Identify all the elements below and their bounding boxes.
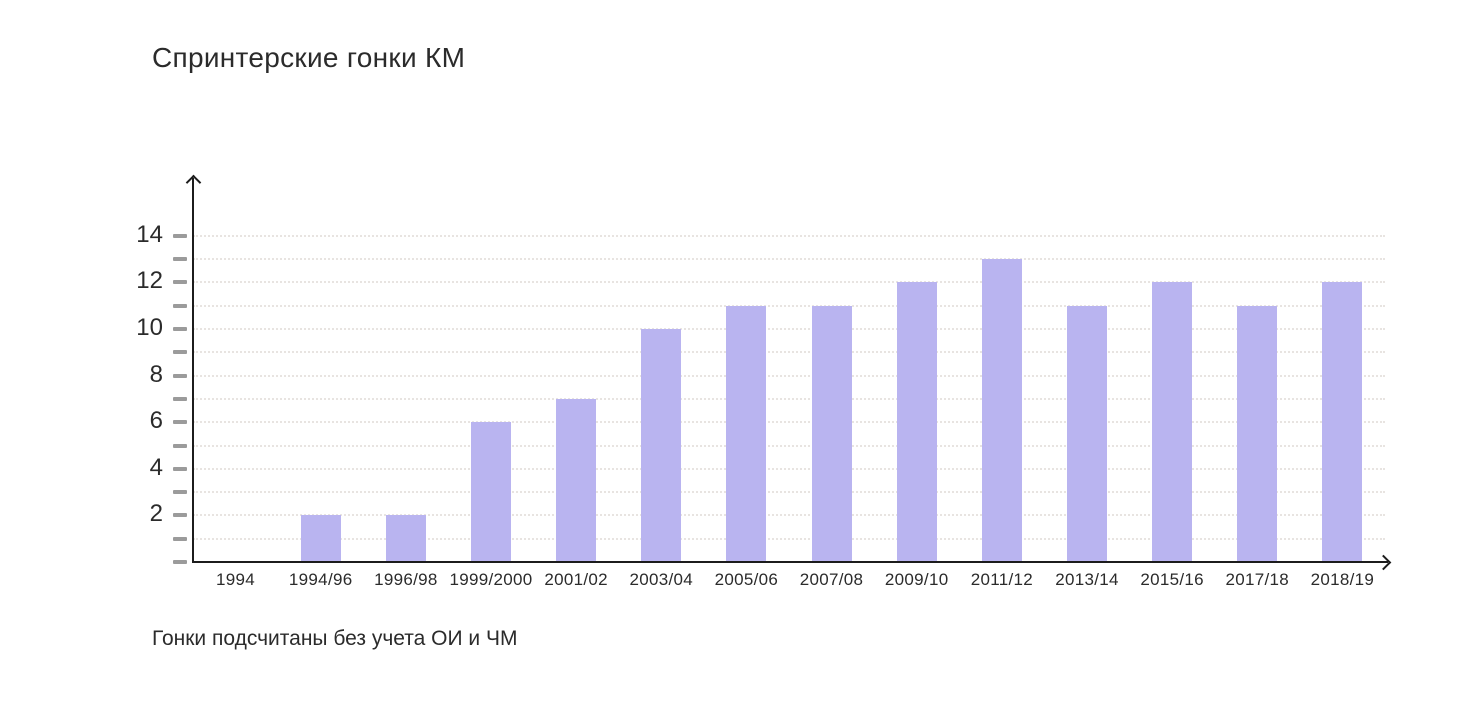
gridline	[193, 281, 1385, 284]
gridline	[193, 258, 1385, 261]
bar	[896, 282, 937, 562]
bars	[193, 178, 1385, 562]
bar	[1237, 305, 1278, 562]
y-tick	[173, 560, 187, 564]
y-tick	[173, 513, 187, 518]
bar-slot	[619, 329, 704, 562]
y-tick	[173, 327, 187, 331]
y-tick	[173, 443, 187, 448]
y-tick-label: 6	[149, 407, 163, 435]
gridline	[193, 374, 1385, 377]
y-tick	[173, 280, 187, 285]
y-tick	[173, 257, 187, 262]
gridline	[193, 397, 1385, 400]
x-tick-label: 2007/08	[799, 570, 864, 589]
y-tick	[173, 303, 187, 308]
y-tick	[173, 466, 187, 471]
chart-title: Спринтерские гонки КМ	[152, 42, 466, 73]
x-tick-label: 2009/10	[884, 570, 949, 589]
x-tick-label: 1994	[216, 570, 256, 589]
gridline	[193, 351, 1385, 354]
y-tick-label: 2	[149, 500, 163, 528]
bar	[470, 422, 511, 562]
y-tick	[173, 396, 187, 401]
y-tick	[173, 350, 187, 355]
bar	[1066, 305, 1107, 562]
x-tick-label: 2011/12	[970, 570, 1033, 589]
bar-slot	[1215, 305, 1300, 562]
x-tick-label: 2017/18	[1225, 570, 1290, 589]
bar	[300, 515, 341, 562]
bar	[726, 305, 767, 562]
x-tick-label: 2003/04	[629, 570, 694, 589]
x-tick-label: 2001/02	[544, 570, 608, 589]
y-tick	[173, 420, 187, 425]
y-tick	[173, 233, 187, 238]
bar-slot	[1044, 305, 1129, 562]
x-tick-label: 1999/2000	[449, 570, 533, 589]
gridline	[193, 328, 1385, 330]
bar	[385, 515, 426, 562]
bar-slot	[1300, 282, 1385, 562]
bar-slot	[448, 422, 533, 562]
bar-slot	[704, 305, 789, 562]
x-tick-label: 2018/19	[1310, 570, 1375, 589]
gridline	[193, 304, 1385, 307]
bar-slot	[278, 515, 363, 562]
x-labels: 1994 1994/96 1996/98 1999/2000 2001/02 2003/0…	[193, 570, 1385, 590]
x-tick-label: 2005/06	[714, 570, 779, 589]
bar-slot	[789, 305, 874, 562]
bar	[1152, 282, 1193, 562]
y-tick-label: 10	[136, 314, 163, 341]
bar-slot	[534, 398, 619, 562]
y-tick-label: 12	[136, 267, 163, 295]
bar	[556, 398, 597, 562]
gridline	[193, 444, 1385, 447]
bar	[1322, 282, 1363, 562]
x-tick-label: 2013/14	[1055, 570, 1119, 589]
bar	[811, 305, 852, 562]
y-tick-label: 4	[149, 453, 163, 481]
gridline	[193, 467, 1385, 470]
x-tick-label: 1994/96	[288, 570, 353, 589]
bar-slot	[874, 282, 959, 562]
gridline	[193, 514, 1385, 517]
plot-area: 2 4 6 8 10 12 14	[136, 174, 1392, 571]
x-tick-label: 2015/16	[1140, 570, 1204, 589]
bar-slot	[959, 259, 1044, 562]
bar-slot	[363, 515, 448, 562]
y-tick	[173, 373, 187, 378]
y-tick	[173, 536, 187, 541]
gridline	[193, 491, 1385, 494]
y-tick	[173, 490, 187, 495]
bar-slot	[1130, 282, 1215, 562]
gridline	[193, 421, 1385, 424]
y-tick-label: 14	[136, 220, 163, 248]
bar	[981, 259, 1022, 562]
x-axis	[192, 554, 1392, 571]
y-tick-label: 8	[149, 360, 163, 388]
gridline	[193, 234, 1385, 237]
x-tick-label: 1996/98	[374, 570, 438, 589]
bar	[641, 329, 682, 562]
y-axis	[185, 174, 202, 562]
gridline	[193, 537, 1385, 540]
chart-footnote: Гонки подсчитаны без учета ОИ и ЧМ	[152, 627, 518, 650]
